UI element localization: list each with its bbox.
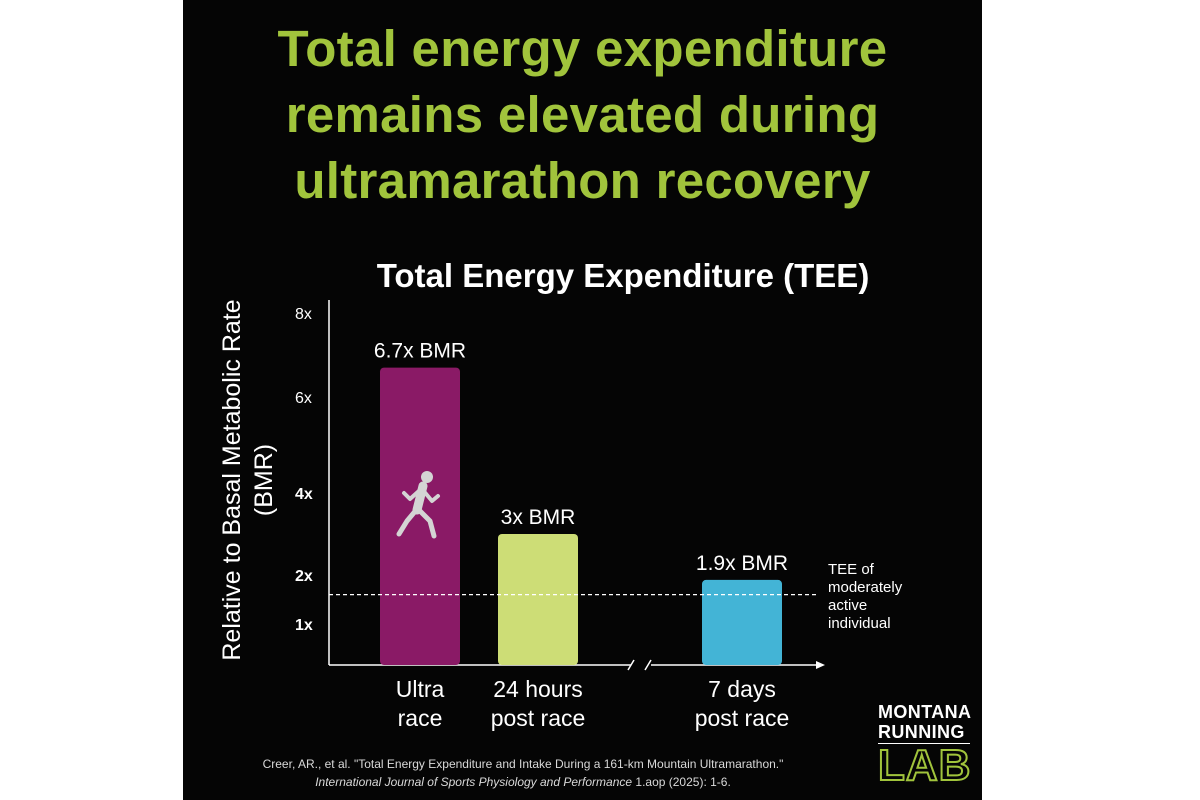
y-axis-label-line-2: (BMR) [250, 444, 278, 516]
bar-2 [498, 534, 578, 665]
citation-line-2: International Journal of Sports Physiolo… [183, 773, 863, 791]
runner-icon [396, 471, 440, 539]
axis-break-mark-left [627, 659, 635, 671]
slide-panel: Total energy expenditure remains elevate… [183, 0, 982, 800]
headline-line-2: remains elevated during [285, 86, 880, 143]
category-label: 24 hours [493, 676, 583, 702]
bar-1 [380, 367, 460, 665]
reference-line-label: TEE of [828, 561, 875, 578]
logo-line-running: RUNNING [878, 722, 965, 742]
headline-line-3: ultramarathon recovery [294, 152, 871, 209]
y-tick-label: 8x [295, 306, 312, 323]
y-tick-label: 1x [295, 617, 313, 634]
axis-break-mark-right [644, 659, 652, 671]
chart-title: Total Energy Expenditure (TEE) [377, 257, 870, 294]
citation: Creer, AR., et al. "Total Energy Expendi… [183, 755, 863, 791]
category-label: post race [491, 705, 586, 731]
y-tick-label: 2x [295, 568, 313, 585]
tee-bar-chart: Total Energy Expenditure (TEE) Relative t… [218, 257, 903, 731]
logo-line-montana: MONTANA [878, 702, 972, 722]
reference-line-label: moderately [828, 579, 903, 596]
headline: Total energy expenditure remains elevate… [183, 16, 982, 214]
headline-line-1: Total energy expenditure [277, 20, 888, 77]
bar-data-label: 3x BMR [501, 506, 576, 529]
reference-line-label: individual [828, 615, 891, 632]
bar-data-label: 6.7x BMR [374, 340, 466, 363]
citation-line-1: Creer, AR., et al. "Total Energy Expendi… [262, 757, 784, 771]
category-label: Ultra [396, 676, 445, 702]
logo-line-lab: LAB [877, 741, 972, 790]
category-label: 7 days [708, 676, 776, 702]
montana-running-lab-logo: MONTANA RUNNING LAB [877, 702, 978, 790]
citation-journal: International Journal of Sports Physiolo… [315, 775, 633, 789]
y-axis-label-line-1: Relative to Basal Metabolic Rate [218, 299, 246, 660]
bar-data-label: 1.9x BMR [696, 552, 788, 575]
category-label: post race [695, 705, 790, 731]
reference-line-label: active [828, 597, 867, 614]
bar-3 [702, 579, 782, 665]
y-tick-label: 4x [295, 486, 313, 503]
citation-details: 1.aop (2025): 1-6. [632, 775, 731, 789]
x-axis-arrowhead [816, 661, 825, 669]
logo-divider [878, 743, 970, 744]
y-tick-label: 6x [295, 390, 312, 407]
category-label: race [398, 705, 443, 731]
